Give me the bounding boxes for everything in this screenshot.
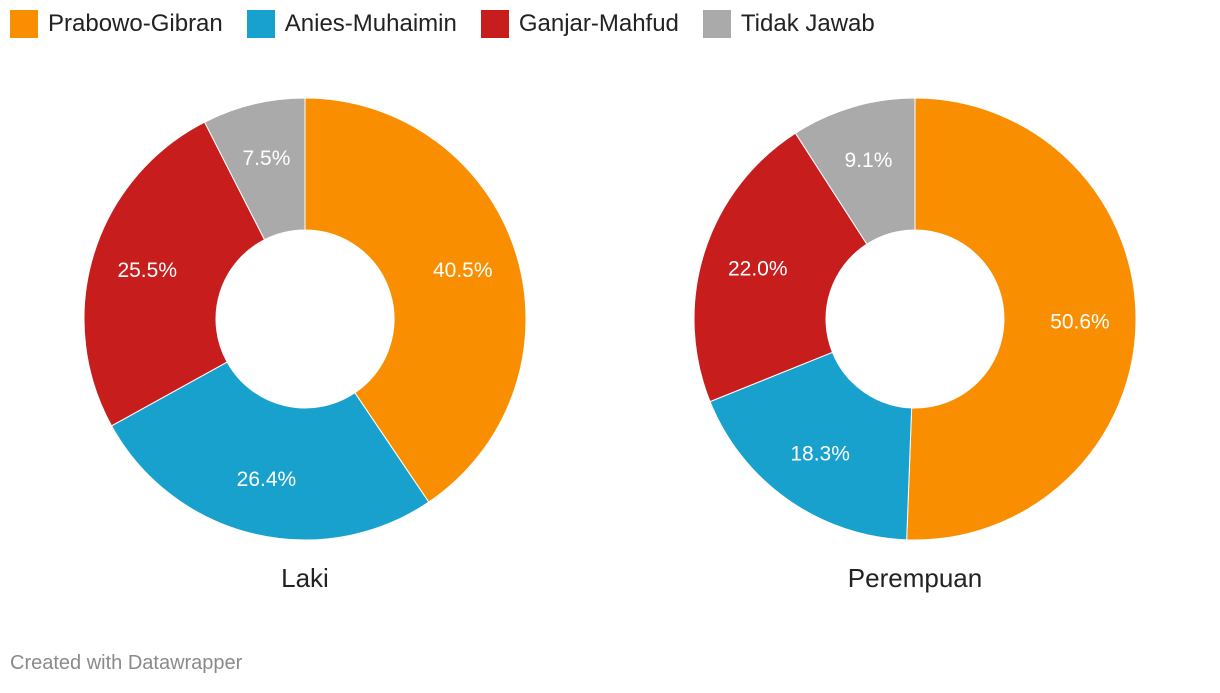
legend-label-ganjar-mahfud: Ganjar-Mahfud: [518, 10, 679, 37]
legend-label-anies-muhaimin: Anies-Muhaimin: [284, 10, 457, 37]
slice-laki-prabowo-gibran: [304, 97, 527, 503]
donut-perempuan: 50.6% 18.3% 22.0% 9.1% Perempuan: [693, 97, 1137, 593]
legend-swatch-anies-muhaimin: [246, 10, 275, 38]
value-label-perempuan-prabowo-gibran: 50.6%: [1050, 311, 1110, 334]
chart-label-perempuan: Perempuan: [848, 563, 982, 593]
chart-label-laki: Laki: [281, 563, 329, 593]
slice-perempuan-anies-muhaimin: [709, 351, 913, 541]
legend-label-tidak-jawab: Tidak Jawab: [740, 10, 875, 37]
value-label-laki-anies-muhaimin: 26.4%: [237, 468, 297, 491]
footer-credit: Created with Datawrapper: [10, 652, 243, 674]
slice-laki-ganjar-mahfud: [83, 121, 266, 427]
legend-swatch-tidak-jawab: [702, 10, 731, 38]
slice-laki-tidak-jawab: [203, 97, 306, 241]
legend-item-anies-muhaimin: Anies-Muhaimin: [246, 10, 457, 38]
legend-item-prabowo-gibran: Prabowo-Gibran: [10, 10, 223, 38]
legend-label-prabowo-gibran: Prabowo-Gibran: [48, 10, 223, 37]
slice-laki-anies-muhaimin: [110, 361, 430, 541]
legend-item-ganjar-mahfud: Ganjar-Mahfud: [480, 10, 679, 38]
value-label-perempuan-anies-muhaimin: 18.3%: [790, 442, 850, 465]
legend: Prabowo-Gibran Anies-Muhaimin Ganjar-Mah…: [10, 8, 875, 40]
value-label-perempuan-tidak-jawab: 9.1%: [845, 149, 893, 172]
value-label-perempuan-ganjar-mahfud: 22.0%: [728, 257, 788, 280]
legend-item-tidak-jawab: Tidak Jawab: [702, 10, 875, 38]
legend-swatch-ganjar-mahfud: [480, 10, 509, 38]
slice-perempuan-ganjar-mahfud: [693, 132, 868, 403]
value-label-laki-prabowo-gibran: 40.5%: [433, 259, 493, 282]
slice-perempuan-tidak-jawab: [794, 97, 916, 245]
donut-laki: 40.5% 26.4% 25.5% 7.5% Laki: [83, 97, 527, 593]
value-label-laki-tidak-jawab: 7.5%: [243, 147, 291, 170]
value-label-laki-ganjar-mahfud: 25.5%: [117, 259, 177, 282]
legend-swatch-prabowo-gibran: [10, 10, 38, 38]
slice-perempuan-prabowo-gibran: [906, 97, 1137, 541]
